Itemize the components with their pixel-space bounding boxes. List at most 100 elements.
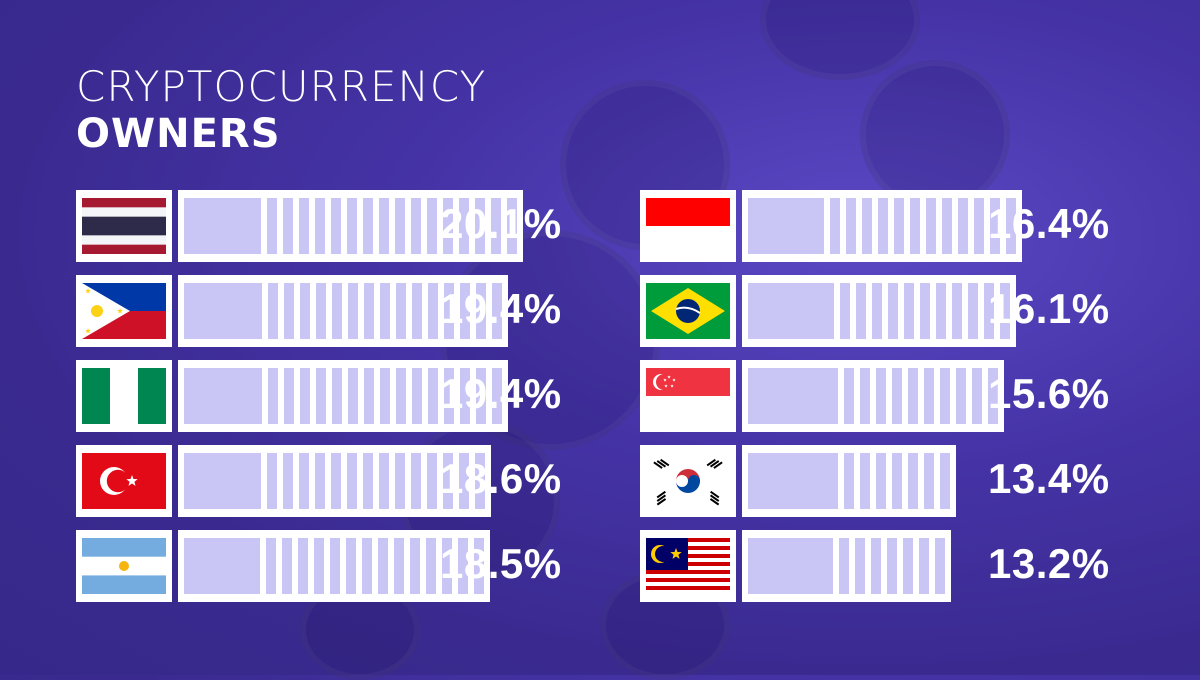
bar-segment	[364, 368, 374, 424]
bar-segment	[268, 368, 278, 424]
bar-fill	[184, 453, 261, 509]
bar-segment	[475, 198, 485, 254]
background-coin	[860, 60, 1010, 210]
bar-segment	[332, 368, 342, 424]
bar-segment	[990, 198, 1000, 254]
bar-segment	[444, 368, 454, 424]
bar-segment	[988, 368, 998, 424]
bar-segment	[972, 368, 982, 424]
data-label: 15.6%	[988, 370, 1110, 417]
bar-segment	[379, 198, 389, 254]
title-line-1: CRYPTOCURRENCY	[76, 62, 487, 111]
bar-segment	[412, 368, 422, 424]
bar-segment	[958, 198, 968, 254]
bar-segment	[428, 283, 438, 339]
bar	[178, 275, 508, 347]
bar-segment	[892, 453, 902, 509]
bar-segment	[492, 368, 502, 424]
data-label: 19.4%	[440, 370, 562, 417]
bar-segment	[396, 368, 406, 424]
bar-row	[76, 275, 508, 347]
bar-segment	[300, 368, 310, 424]
bar-fill	[748, 283, 834, 339]
bar	[742, 190, 1022, 262]
bar-segment	[878, 198, 888, 254]
bar-segment	[362, 538, 372, 594]
bar-segment	[476, 368, 486, 424]
data-label: 20.1%	[440, 200, 562, 247]
bar-segment	[887, 538, 897, 594]
bar	[178, 530, 490, 602]
bar-segment	[476, 283, 486, 339]
bar-segment	[460, 368, 470, 424]
bar-fill	[748, 368, 838, 424]
bar-segment	[379, 453, 389, 509]
bar-segment	[491, 198, 501, 254]
bar-segment	[924, 368, 934, 424]
bar-segment	[314, 538, 324, 594]
bar-segment	[892, 368, 902, 424]
bar-segment	[460, 283, 470, 339]
bar-segment	[266, 538, 276, 594]
data-label: 16.1%	[988, 285, 1110, 332]
bar-segment	[459, 198, 469, 254]
bar-fill	[184, 283, 262, 339]
bar-segment	[299, 198, 309, 254]
bar-segment	[926, 198, 936, 254]
bar-segment	[268, 283, 278, 339]
bar-segment	[378, 538, 388, 594]
malaysia-flag-box	[640, 530, 736, 602]
title-line-2: OWNERS	[76, 111, 281, 157]
bar-row	[76, 445, 491, 517]
bar-segment	[363, 453, 373, 509]
bar-segment	[919, 538, 929, 594]
bar-segment	[908, 368, 918, 424]
bar-segment	[936, 283, 946, 339]
bar-segment	[474, 538, 484, 594]
bar-segment	[924, 453, 934, 509]
indonesia-flag-box	[640, 190, 736, 262]
bar-segment	[363, 198, 373, 254]
bar-segment	[830, 198, 840, 254]
bar-segment	[331, 453, 341, 509]
bar-segment	[956, 368, 966, 424]
bar-segment	[316, 368, 326, 424]
data-label: 13.2%	[988, 540, 1110, 587]
bar-segment	[839, 538, 849, 594]
bar-segment	[395, 453, 405, 509]
bar-fill	[184, 538, 260, 594]
bar-segment	[940, 368, 950, 424]
bar-segment	[904, 283, 914, 339]
bar-segment	[443, 453, 453, 509]
bar-segment	[903, 538, 913, 594]
bar-segment	[458, 538, 468, 594]
bar-segment	[860, 453, 870, 509]
bar-segment	[411, 198, 421, 254]
thailand-flag-box	[76, 190, 172, 262]
bar-segment	[840, 283, 850, 339]
bar-segment	[284, 368, 294, 424]
bar-segment	[331, 198, 341, 254]
bar-segment	[846, 198, 856, 254]
bar-segment	[974, 198, 984, 254]
turkey-flag-box	[76, 445, 172, 517]
bar-segment	[940, 453, 950, 509]
bar	[178, 445, 491, 517]
bar-segment	[428, 368, 438, 424]
bar-segment	[283, 198, 293, 254]
bar-segment	[364, 283, 374, 339]
bar-segment	[444, 283, 454, 339]
bar-segment	[380, 283, 390, 339]
bar-fill	[748, 538, 833, 594]
bar	[742, 530, 951, 602]
bar-segment	[380, 368, 390, 424]
bar-segment	[856, 283, 866, 339]
bar-segment	[267, 453, 277, 509]
bar-segment	[315, 453, 325, 509]
nigeria-flag-box	[76, 360, 172, 432]
indonesia-flag-icon	[646, 198, 730, 254]
philippines-flag-box	[76, 275, 172, 347]
bar-segment	[984, 283, 994, 339]
bar-segment	[844, 368, 854, 424]
south-korea-flag-icon	[646, 453, 730, 509]
